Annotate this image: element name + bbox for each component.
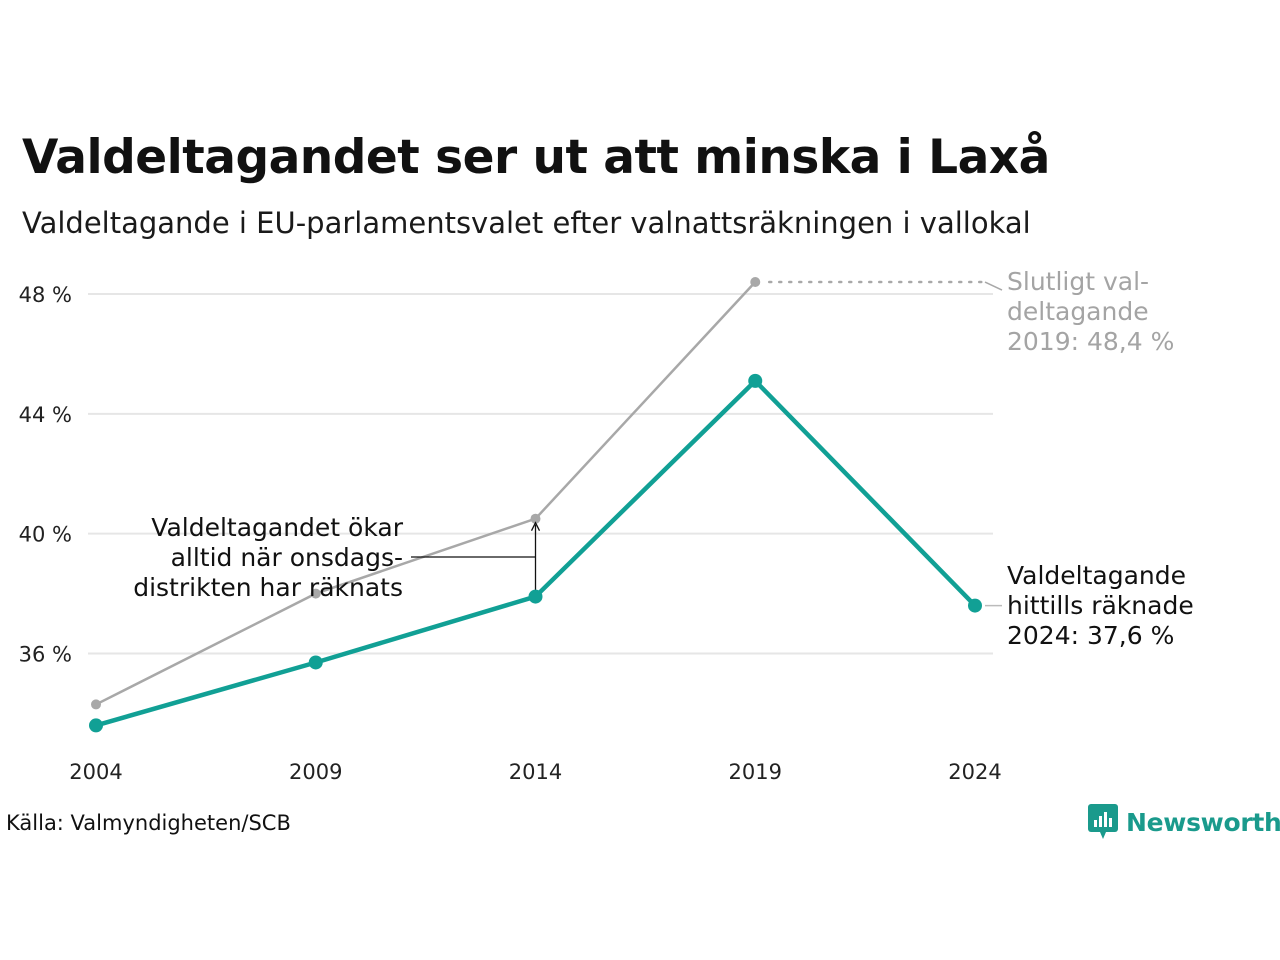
y-tick-label: 48 % [19, 283, 72, 307]
y-tick-label: 44 % [19, 403, 72, 427]
brand-name: Newsworthy [1126, 807, 1280, 837]
final-series-point [530, 513, 541, 524]
increase-note-label: distrikten har räknats [133, 573, 403, 602]
final-value-label: 2019: 48,4 % [1007, 327, 1174, 356]
current-series-point [308, 655, 323, 670]
final-value-label: deltagande [1007, 297, 1149, 326]
increase-arrowhead [530, 521, 541, 531]
x-tick-label: 2009 [289, 760, 342, 784]
current-series-point [968, 598, 982, 613]
chart-subtitle: Valdeltagande i EU-parlamentsvalet efter… [22, 206, 1031, 240]
y-tick-label: 36 % [19, 643, 72, 667]
current-series-point [528, 589, 543, 604]
newsworthy-logo: Newsworthy [1088, 804, 1280, 840]
bar-chart-icon [1088, 804, 1118, 839]
final-series-point [750, 277, 761, 288]
x-tick-label: 2024 [948, 760, 1001, 784]
x-tick-label: 2004 [69, 760, 122, 784]
increase-note-label: alltid när onsdags- [171, 543, 403, 572]
current-value-label: hittills räknade [1007, 591, 1194, 620]
chart-title: Valdeltagandet ser ut att minska i Laxå [22, 130, 1050, 185]
x-tick-label: 2014 [509, 760, 562, 784]
current-value-label: Valdeltagande [1007, 561, 1186, 590]
x-tick-label: 2019 [729, 760, 782, 784]
final-leader-tick [984, 281, 1003, 291]
y-tick-label: 40 % [19, 523, 72, 547]
final-series-point [91, 699, 101, 710]
current-series-point [748, 373, 763, 388]
current-value-label: 2024: 37,6 % [1007, 621, 1174, 650]
final-series-line [95, 281, 757, 706]
final-value-label: Slutligt val- [1007, 267, 1149, 296]
increase-note-label: Valdeltagandet ökar [151, 513, 403, 542]
source-note: Källa: Valmyndigheten/SCB [6, 811, 291, 835]
current-series-point [89, 718, 103, 733]
final-series-point [310, 588, 321, 599]
